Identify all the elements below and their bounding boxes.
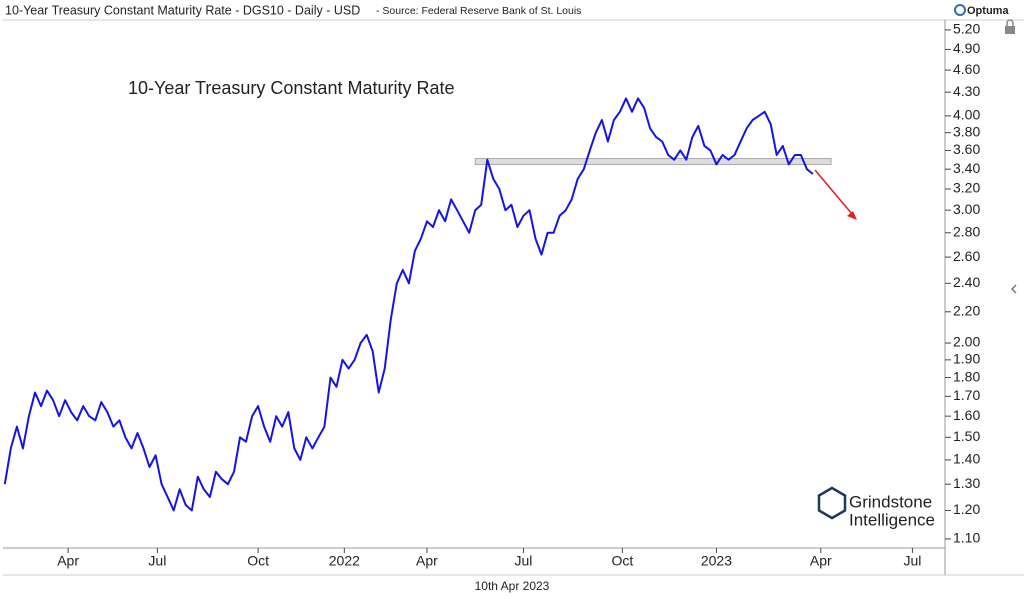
x-tick-label: Oct [247, 553, 269, 569]
y-tick-label: 1.30 [953, 475, 980, 491]
y-tick-label: 1.70 [953, 387, 980, 403]
price-line [3, 97, 814, 512]
brand: Optuma [967, 5, 1009, 17]
y-tick-label: 2.60 [953, 248, 980, 264]
trend-arrow-head [847, 211, 857, 220]
x-tick-label: Jul [148, 553, 166, 569]
x-tick-label: 2023 [701, 553, 732, 569]
y-tick-label: 1.90 [953, 351, 980, 367]
trend-arrow [814, 169, 853, 215]
lock-shackle [1006, 19, 1014, 26]
x-tick-label: 2022 [329, 553, 360, 569]
x-tick-label: Apr [416, 553, 438, 569]
y-tick-label: 2.20 [953, 303, 980, 319]
x-tick-label: Oct [611, 553, 633, 569]
watermark-logo [817, 486, 847, 520]
y-tick-label: 1.50 [953, 428, 980, 444]
y-tick-label: 4.00 [953, 107, 980, 123]
x-tick-label: Apr [57, 553, 79, 569]
header-source: - Source: Federal Reserve Bank of St. Lo… [376, 5, 581, 17]
y-tick-label: 2.00 [953, 334, 980, 350]
y-tick-label: 1.80 [953, 368, 980, 384]
y-tick-label: 2.40 [953, 274, 980, 290]
y-tick-label: 3.40 [953, 160, 980, 176]
brand-icon [954, 4, 966, 16]
y-tick-label: 3.00 [953, 201, 980, 217]
header-title: 10-Year Treasury Constant Maturity Rate … [5, 3, 360, 17]
x-tick-label: Jul [903, 553, 921, 569]
date-label: 10th Apr 2023 [475, 579, 550, 593]
y-tick-label: 3.60 [953, 141, 980, 157]
collapse-button[interactable] [1010, 284, 1017, 294]
y-tick-label: 4.90 [953, 40, 980, 56]
y-tick-label: 4.60 [953, 61, 980, 77]
watermark-line: Grindstone [849, 492, 932, 511]
y-tick-label: 1.60 [953, 407, 980, 423]
lock-icon[interactable] [1005, 26, 1015, 34]
y-tick-label: 3.80 [953, 123, 980, 139]
y-tick-label: 2.80 [953, 223, 980, 239]
y-tick-label: 1.10 [953, 530, 980, 546]
level-band [474, 158, 832, 166]
x-tick-label: Apr [810, 553, 832, 569]
chart-title: 10-Year Treasury Constant Maturity Rate [128, 78, 455, 98]
watermark-line: Intelligence [849, 510, 935, 529]
x-tick-label: Jul [514, 553, 532, 569]
y-tick-label: 5.20 [953, 21, 980, 37]
y-tick-label: 4.30 [953, 83, 980, 99]
y-tick-label: 1.20 [953, 501, 980, 517]
y-tick-label: 1.40 [953, 451, 980, 467]
y-tick-label: 3.20 [953, 180, 980, 196]
